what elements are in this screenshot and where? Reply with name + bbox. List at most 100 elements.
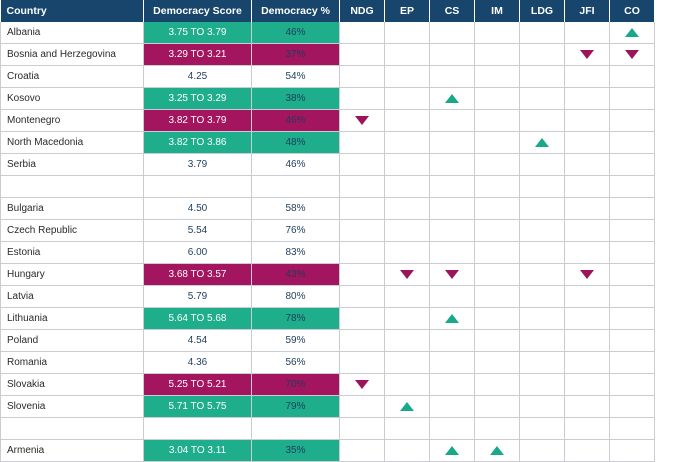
indicator-cell	[384, 285, 430, 308]
header-cs: CS	[429, 0, 475, 22]
indicator-cell	[609, 241, 655, 264]
country-cell: Estonia	[0, 241, 144, 264]
header-democracy-score: Democracy Score	[143, 0, 252, 22]
triangle-down-icon	[580, 269, 594, 279]
country-cell: Slovenia	[0, 395, 144, 418]
score-cell: 4.50	[143, 197, 252, 220]
table-row: Croatia 4.25 54%	[0, 65, 655, 88]
percent-cell: 43%	[251, 263, 340, 286]
indicator-cell	[609, 395, 655, 418]
indicator-cell	[384, 131, 430, 154]
indicator-cell	[564, 22, 610, 44]
indicator-cell	[429, 351, 475, 374]
indicator-cell	[609, 307, 655, 330]
indicator-cell	[519, 109, 565, 132]
country-cell: Lithuania	[0, 307, 144, 330]
triangle-up-icon	[535, 137, 549, 147]
indicator-cell	[564, 131, 610, 154]
indicator-cell	[339, 241, 385, 264]
indicator-cell	[519, 43, 565, 66]
indicator-cell	[564, 197, 610, 220]
indicator-cell	[384, 65, 430, 88]
indicator-cell	[519, 351, 565, 374]
indicator-cell	[429, 263, 475, 286]
score-cell: 4.25	[143, 65, 252, 88]
triangle-up-icon	[445, 93, 459, 103]
indicator-cell	[429, 43, 475, 66]
table-row: Armenia 3.04 TO 3.11 35%	[0, 439, 655, 462]
indicator-cell	[384, 197, 430, 220]
indicator-cell	[564, 263, 610, 286]
percent-cell: 70%	[251, 373, 340, 396]
table-row: Albania 3.75 TO 3.79 46%	[0, 22, 655, 44]
indicator-cell	[519, 439, 565, 462]
indicator-cell	[339, 109, 385, 132]
indicator-cell	[339, 65, 385, 88]
indicator-cell	[474, 109, 520, 132]
spacer-cell	[339, 417, 385, 440]
indicator-cell	[564, 43, 610, 66]
spacer-cell	[564, 417, 610, 440]
score-cell: 4.54	[143, 329, 252, 352]
country-cell: Poland	[0, 329, 144, 352]
indicator-cell	[339, 197, 385, 220]
spacer-cell	[339, 175, 385, 198]
indicator-cell	[519, 329, 565, 352]
indicator-cell	[609, 22, 655, 44]
indicator-cell	[564, 351, 610, 374]
indicator-cell	[474, 373, 520, 396]
triangle-up-icon	[490, 445, 504, 455]
indicator-cell	[339, 263, 385, 286]
indicator-cell	[339, 22, 385, 44]
indicator-cell	[609, 87, 655, 110]
indicator-cell	[519, 219, 565, 242]
country-cell: Romania	[0, 351, 144, 374]
percent-cell: 59%	[251, 329, 340, 352]
indicator-cell	[474, 153, 520, 176]
country-cell: Kosovo	[0, 87, 144, 110]
indicator-cell	[429, 285, 475, 308]
score-cell: 3.29 TO 3.21	[143, 43, 252, 66]
indicator-cell	[609, 263, 655, 286]
score-cell: 5.54	[143, 219, 252, 242]
indicator-cell	[474, 439, 520, 462]
table-row: Bulgaria 4.50 58%	[0, 197, 655, 220]
percent-cell: 35%	[251, 439, 340, 462]
triangle-down-icon	[625, 49, 639, 59]
score-cell: 3.82 TO 3.79	[143, 109, 252, 132]
indicator-cell	[519, 197, 565, 220]
indicator-cell	[609, 43, 655, 66]
table-row: Kosovo 3.25 TO 3.29 38%	[0, 87, 655, 110]
indicator-cell	[564, 65, 610, 88]
spacer-cell	[609, 175, 655, 198]
percent-cell: 78%	[251, 307, 340, 330]
country-cell: Bosnia and Herzegovina	[0, 43, 144, 66]
table-row: Lithuania 5.64 TO 5.68 78%	[0, 307, 655, 330]
country-cell: Armenia	[0, 439, 144, 462]
percent-cell: 80%	[251, 285, 340, 308]
indicator-cell	[384, 329, 430, 352]
indicator-cell	[429, 373, 475, 396]
spacer-cell	[384, 417, 430, 440]
spacer-cell	[429, 417, 475, 440]
indicator-cell	[474, 219, 520, 242]
triangle-down-icon	[400, 269, 414, 279]
header-co: CO	[609, 0, 655, 22]
indicator-cell	[609, 131, 655, 154]
score-cell: 3.75 TO 3.79	[143, 22, 252, 44]
table-row: Montenegro 3.82 TO 3.79 46%	[0, 109, 655, 132]
indicator-cell	[429, 219, 475, 242]
indicator-cell	[474, 87, 520, 110]
indicator-cell	[429, 153, 475, 176]
spacer-cell	[0, 417, 144, 440]
table-row: Czech Republic 5.54 76%	[0, 219, 655, 242]
indicator-cell	[339, 373, 385, 396]
indicator-cell	[384, 241, 430, 264]
country-cell: Croatia	[0, 65, 144, 88]
percent-cell: 46%	[251, 109, 340, 132]
indicator-cell	[474, 307, 520, 330]
indicator-cell	[384, 395, 430, 418]
spacer-cell	[519, 417, 565, 440]
indicator-cell	[519, 373, 565, 396]
indicator-cell	[474, 329, 520, 352]
